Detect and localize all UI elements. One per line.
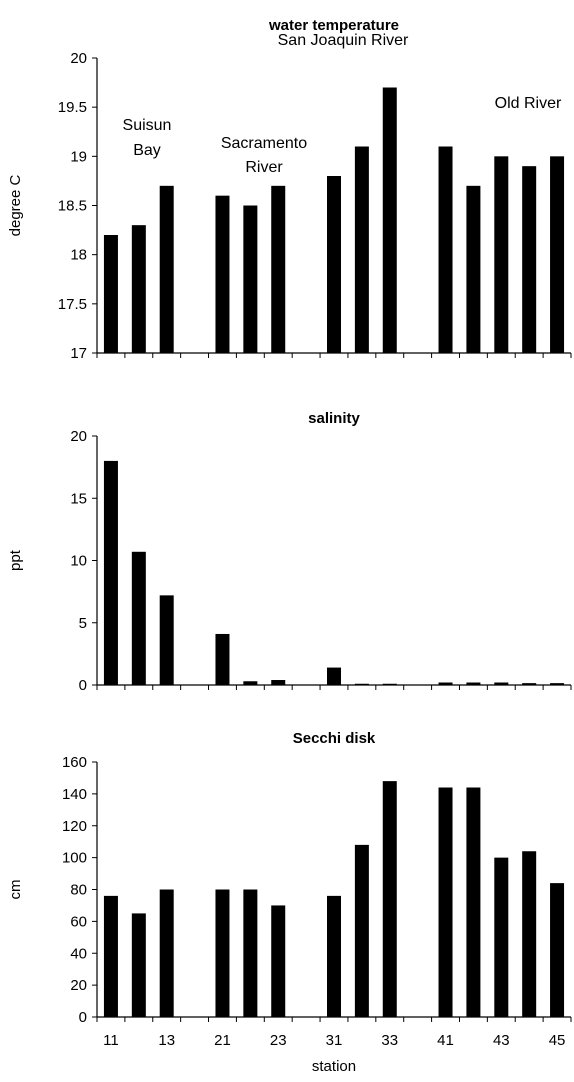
bar-11 xyxy=(103,895,118,1017)
y-tick-label: 17 xyxy=(70,345,87,362)
y-tick-label: 140 xyxy=(62,786,87,803)
bar-33 xyxy=(382,683,397,685)
bar-45 xyxy=(550,156,565,353)
bar-12 xyxy=(131,225,146,353)
y-tick-label: 0 xyxy=(79,1009,87,1026)
y-tick-label: 10 xyxy=(70,553,87,570)
y-tick-label: 20 xyxy=(70,50,87,67)
bar-44 xyxy=(522,166,537,353)
bar-44 xyxy=(522,683,537,685)
bar-41 xyxy=(438,146,453,353)
y-tick-label: 80 xyxy=(70,882,87,899)
y-tick-label: 19 xyxy=(70,148,87,165)
y-axis-label: ppt xyxy=(7,549,24,571)
bar-13 xyxy=(159,185,174,353)
x-tick-label: 41 xyxy=(437,1032,454,1049)
bar-43 xyxy=(494,156,509,353)
region-annotation: River xyxy=(245,159,283,176)
bar-42 xyxy=(466,682,481,685)
bar-31 xyxy=(327,895,341,1017)
bar-42 xyxy=(466,185,481,353)
bar-23 xyxy=(271,185,286,353)
y-tick-label: 20 xyxy=(70,428,87,445)
bar-33 xyxy=(382,87,397,353)
bar-44 xyxy=(522,851,537,1017)
y-tick-label: 5 xyxy=(79,615,87,632)
y-tick-label: 18.5 xyxy=(58,198,87,215)
x-tick-label: 13 xyxy=(158,1032,175,1049)
bar-32 xyxy=(354,146,369,353)
y-tick-label: 60 xyxy=(70,913,87,930)
y-tick-label: 20 xyxy=(70,977,87,994)
bar-13 xyxy=(159,889,174,1017)
bar-42 xyxy=(466,787,481,1017)
x-tick-label: 11 xyxy=(103,1032,119,1049)
chart-title: water temperature xyxy=(268,17,399,34)
bar-31 xyxy=(327,667,341,685)
bar-45 xyxy=(550,883,565,1017)
y-axis-label: degree C xyxy=(7,174,24,236)
bar-31 xyxy=(327,176,341,353)
bar-45 xyxy=(550,683,565,685)
region-annotation: Old River xyxy=(495,95,562,112)
y-tick-label: 40 xyxy=(70,945,87,962)
bar-32 xyxy=(354,844,369,1017)
x-tick-label: 21 xyxy=(214,1032,231,1049)
bar-21 xyxy=(215,195,230,353)
y-tick-label: 120 xyxy=(62,818,87,835)
y-axis-label: cm xyxy=(7,880,24,900)
bar-41 xyxy=(438,787,453,1017)
bar-23 xyxy=(271,905,286,1017)
x-tick-label: 23 xyxy=(270,1032,287,1049)
y-tick-label: 0 xyxy=(79,677,87,694)
bar-41 xyxy=(438,682,453,685)
bar-22 xyxy=(243,681,258,685)
y-tick-label: 18 xyxy=(70,247,87,264)
bar-21 xyxy=(215,633,230,685)
region-annotation: San Joaquin River xyxy=(278,32,409,49)
bar-33 xyxy=(382,781,397,1017)
bar-13 xyxy=(159,595,174,685)
bar-22 xyxy=(243,889,258,1017)
x-tick-label: 45 xyxy=(549,1032,566,1049)
chart-panel-0: water temperature degree C 17 17.5 18 18.5 19 1… xyxy=(7,17,572,362)
chart-title: salinity xyxy=(308,410,360,427)
bar-11 xyxy=(103,235,118,353)
y-tick-label: 15 xyxy=(70,490,87,507)
chart-panel-1: salinity ppt 0 5 10 15 20 xyxy=(7,410,572,694)
chart-title: Secchi disk xyxy=(293,730,376,747)
bar-43 xyxy=(494,682,509,685)
x-tick-label: 43 xyxy=(493,1032,510,1049)
bar-32 xyxy=(354,683,369,685)
bar-11 xyxy=(103,460,118,685)
x-tick-label: 33 xyxy=(381,1032,398,1049)
y-tick-label: 100 xyxy=(62,850,87,867)
x-tick-label: 31 xyxy=(326,1032,343,1049)
y-tick-label: 17.5 xyxy=(58,296,87,313)
x-axis-label: station xyxy=(312,1058,356,1075)
region-annotation: Sacramento xyxy=(221,135,307,152)
bar-23 xyxy=(271,680,286,685)
region-annotation: Suisun xyxy=(123,117,172,134)
region-annotation: Bay xyxy=(133,142,161,159)
y-tick-label: 160 xyxy=(62,754,87,771)
bar-43 xyxy=(494,857,509,1017)
bar-21 xyxy=(215,889,230,1017)
y-tick-label: 19.5 xyxy=(58,99,87,116)
bar-12 xyxy=(131,551,146,685)
chart-panel-2: Secchi disk cm 0 20 40 60 80 100 120 140 160 xyxy=(7,730,572,1026)
bar-22 xyxy=(243,205,258,353)
bar-12 xyxy=(131,913,146,1017)
